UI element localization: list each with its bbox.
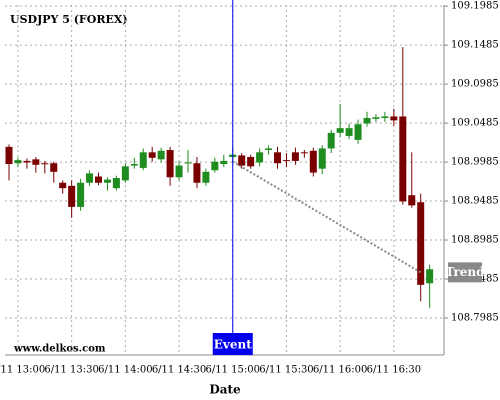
trend-label-box — [448, 262, 482, 283]
candle-body — [139, 152, 147, 168]
candle-body — [417, 202, 425, 285]
candle-body — [408, 195, 416, 206]
candle-body — [103, 179, 111, 183]
y-tick-label: 108.7985 — [451, 312, 499, 323]
candle-body — [148, 152, 156, 158]
candle-body — [318, 148, 326, 169]
x-tick-label: 6/11 15:00 — [206, 365, 260, 376]
candle-body — [130, 164, 138, 166]
x-axis-label: Date — [209, 383, 241, 397]
candle-body — [381, 116, 389, 119]
candle-body — [390, 116, 398, 121]
candle-body — [220, 160, 228, 165]
candle-body — [95, 176, 102, 183]
candle-body — [399, 116, 407, 202]
candle-body — [175, 165, 183, 178]
candle-body — [202, 171, 210, 183]
y-tick-label: 108.9985 — [451, 157, 499, 168]
event-label: Event — [214, 338, 252, 352]
candle-body — [247, 157, 255, 167]
candle-body — [50, 163, 58, 172]
y-tick-label: 109.1485 — [451, 40, 499, 51]
x-tick-label: 6/11 13:30 — [44, 365, 98, 376]
candle-body — [282, 160, 290, 162]
candle-body — [184, 162, 192, 164]
candle-body — [23, 160, 31, 163]
chart-title: USDJPY 5 (FOREX) — [10, 13, 128, 26]
x-tick-label: 6/11 16:30 — [367, 365, 421, 376]
watermark: www.delkos.com — [13, 344, 106, 355]
candle-body — [256, 152, 264, 163]
candle-body — [291, 152, 299, 161]
trend-label: Trend — [445, 265, 485, 279]
x-tick-label: 6/11 14:00 — [98, 365, 152, 376]
candle-body — [265, 148, 273, 150]
candle-body — [59, 182, 67, 189]
candle-body — [309, 150, 317, 173]
x-tick-label: 6/11 16:00 — [313, 365, 367, 376]
candle-body — [238, 155, 246, 166]
candle-body — [345, 128, 353, 136]
trend-line — [232, 160, 422, 274]
y-tick-label: 109.0985 — [451, 79, 499, 90]
x-tick-label: 6/11 14:30 — [152, 365, 206, 376]
candle-body — [5, 146, 13, 165]
candle-body — [274, 152, 281, 164]
candle-body — [121, 166, 129, 181]
candle-body — [211, 161, 219, 171]
candle-body — [300, 152, 308, 154]
candle-body — [14, 160, 22, 164]
candle-body — [363, 118, 371, 124]
candle-body — [68, 185, 76, 207]
candle-body — [157, 150, 165, 160]
candle-body — [426, 269, 434, 284]
y-tick-label: 109.1985 — [451, 1, 499, 12]
candle-body — [41, 163, 49, 165]
candle-body — [166, 149, 174, 178]
y-tick-label: 109.0485 — [451, 118, 499, 129]
candle-body — [112, 178, 120, 189]
candle-body — [336, 128, 344, 133]
candle-body — [77, 182, 85, 207]
x-tick-label: 6/11 13:00 — [0, 365, 45, 376]
candle-body — [354, 124, 362, 140]
candle-body — [327, 132, 335, 149]
candle-body — [193, 163, 201, 183]
candle-body — [372, 117, 380, 119]
y-tick-label: 108.9485 — [451, 196, 499, 207]
candle-body — [32, 159, 40, 165]
candle-body — [86, 173, 94, 183]
event-label-box — [212, 333, 253, 355]
y-tick-label: 108.8985 — [451, 235, 499, 246]
x-tick-label: 6/11 15:30 — [259, 365, 313, 376]
